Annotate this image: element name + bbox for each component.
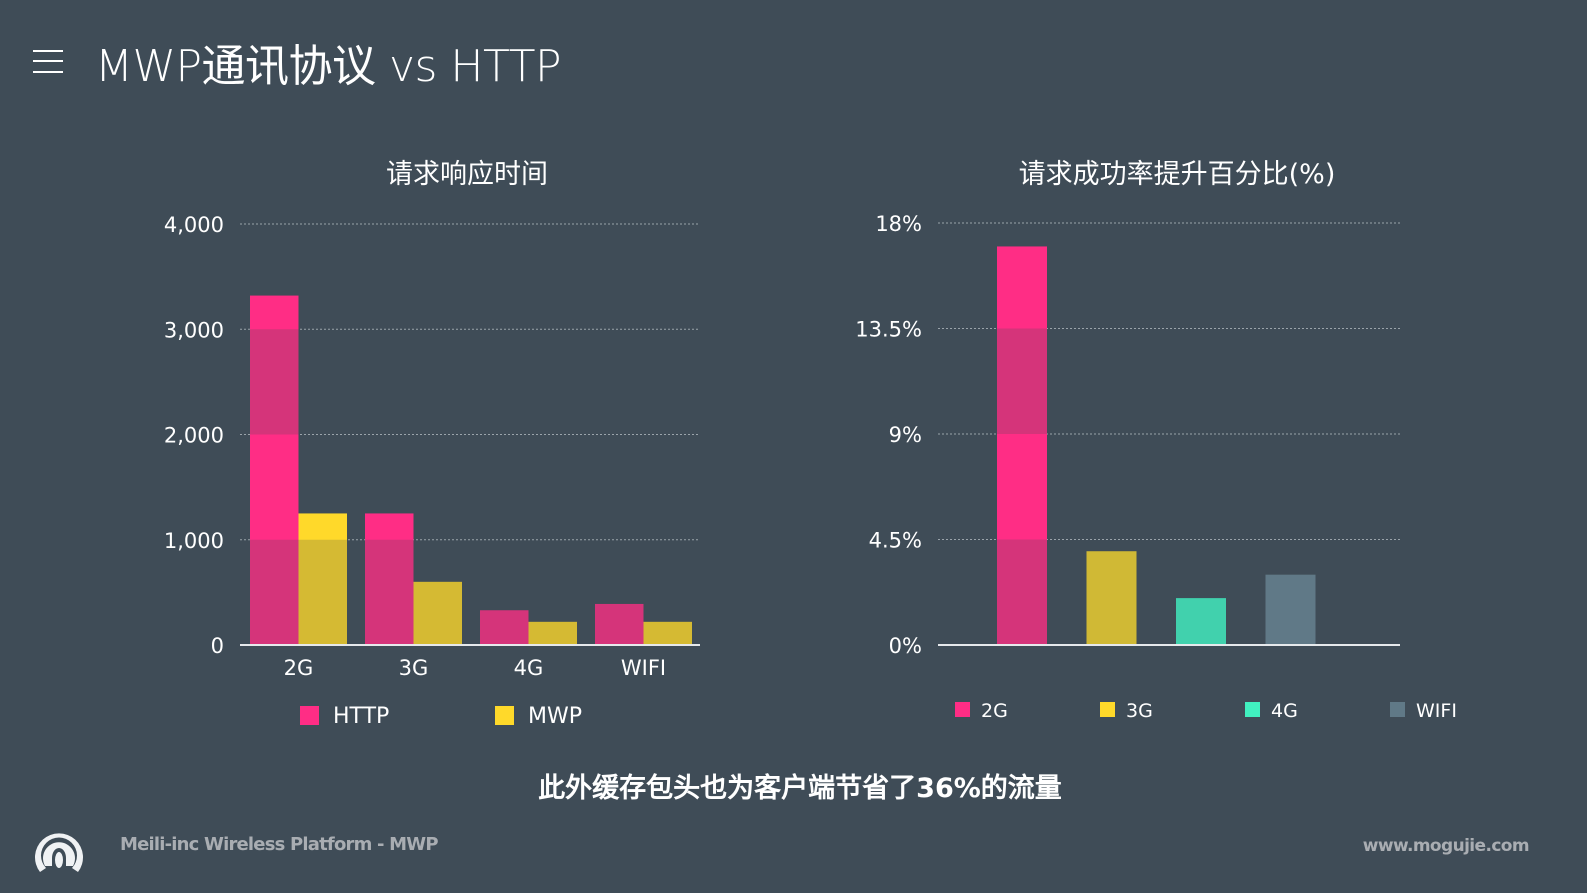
hamburger-icon[interactable] <box>33 46 63 74</box>
bar-4g <box>1176 598 1226 645</box>
y-tick-label: 0% <box>889 634 922 658</box>
y-tick-label: 4.5% <box>869 529 922 553</box>
x-tick-label: WIFI <box>621 656 666 680</box>
bar-3g <box>1086 551 1137 645</box>
x-tick-label: 2G <box>284 656 314 680</box>
bar-mwp <box>298 513 347 645</box>
bar-mwp-shade <box>643 621 692 645</box>
legend-swatch <box>495 706 514 725</box>
chart-title: 请求响应时间 <box>386 159 548 190</box>
y-tick-label: 18% <box>875 212 922 236</box>
bar-http <box>595 603 644 645</box>
y-tick-label: 2,000 <box>164 424 224 448</box>
legend-swatch <box>1245 702 1260 717</box>
chart-title: 请求成功率提升百分比(%) <box>1019 159 1336 190</box>
bar-mwp <box>643 621 692 645</box>
bar-http <box>480 610 529 645</box>
bar-mwp-shade <box>413 581 462 645</box>
bar-2g-shade <box>997 539 1047 645</box>
legend-swatch <box>1100 702 1115 717</box>
bar-http-shade <box>365 539 414 645</box>
bar-http <box>250 295 299 645</box>
x-tick-label: 4G <box>514 656 544 680</box>
footer-site[interactable]: www.mogujie.com <box>1362 836 1530 856</box>
bar-mwp-shade <box>528 621 577 645</box>
legend-label: 3G <box>1126 700 1153 722</box>
bar-mwp-shade <box>298 539 347 645</box>
mogujie-logo-icon <box>32 828 86 876</box>
bar-http-shade <box>595 603 644 645</box>
legend-label: 4G <box>1271 700 1298 722</box>
y-tick-label: 1,000 <box>164 529 224 553</box>
legend-swatch <box>1390 702 1405 717</box>
y-tick-label: 13.5% <box>855 318 922 342</box>
bar-mwp <box>528 621 577 645</box>
legend-label: MWP <box>528 704 582 729</box>
y-tick-label: 4,000 <box>164 213 224 237</box>
bar-mwp <box>413 581 462 645</box>
bar-wifi <box>1265 574 1316 645</box>
bar-http-shade <box>250 329 299 435</box>
caption: 此外缓存包头也为客户端节省了36%的流量 <box>538 773 1062 804</box>
legend-label: 2G <box>981 700 1008 722</box>
legend-swatch <box>300 706 319 725</box>
y-tick-label: 9% <box>889 423 922 447</box>
page-title: MWP通讯协议 vs HTTP <box>95 41 562 92</box>
bar-2g <box>997 246 1047 645</box>
bar-http-shade <box>480 610 529 645</box>
y-tick-label: 3,000 <box>164 318 224 342</box>
footer-brand: Meili-inc Wireless Platform - MWP <box>120 834 439 855</box>
bar-http <box>365 513 414 645</box>
bar-http-shade <box>250 539 299 645</box>
legend-label: WIFI <box>1416 700 1457 722</box>
y-tick-label: 0 <box>211 634 224 658</box>
bar-2g-shade <box>997 328 1047 434</box>
legend-swatch <box>955 702 970 717</box>
legend-label: HTTP <box>333 704 389 729</box>
x-tick-label: 3G <box>399 656 429 680</box>
